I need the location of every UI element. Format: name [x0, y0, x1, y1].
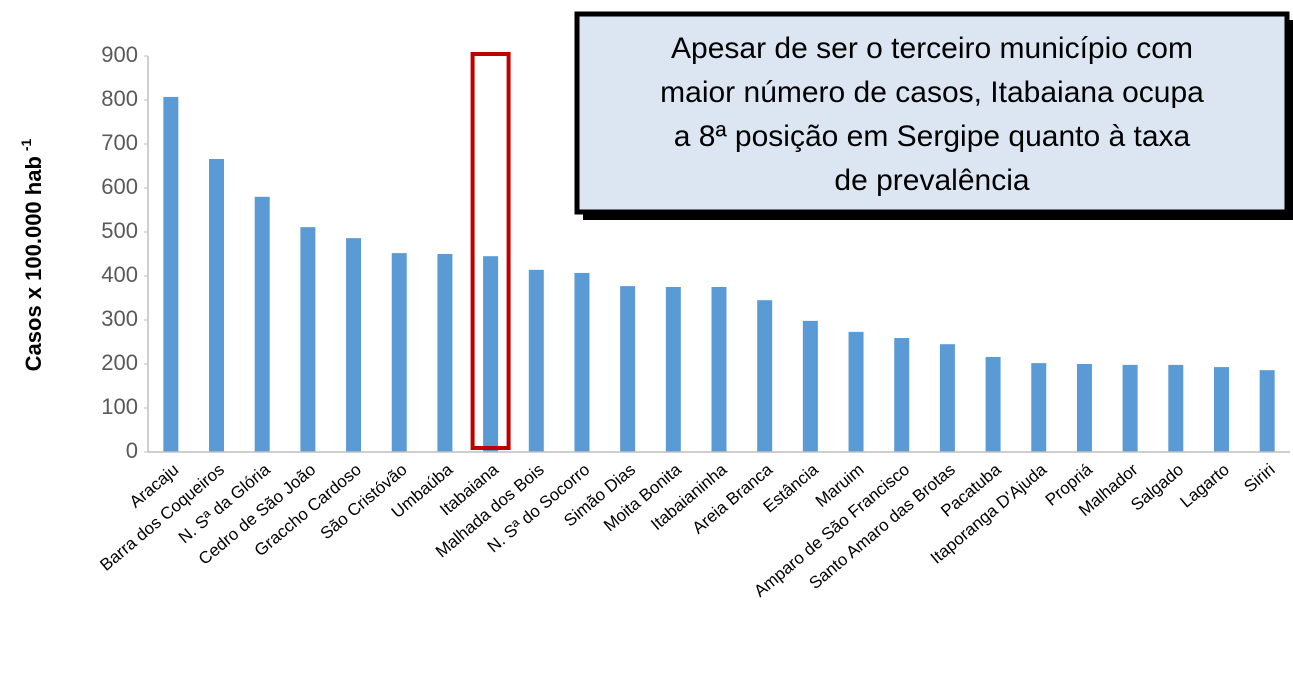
bar	[802, 320, 818, 452]
bar	[391, 253, 407, 452]
x-tick-label: Siriri	[1240, 460, 1278, 496]
y-axis-label-text: Casos x 100.000 hab	[21, 156, 46, 371]
bar	[757, 300, 773, 452]
annotation-box	[574, 11, 1290, 215]
bar	[1168, 364, 1184, 452]
bar	[665, 287, 681, 452]
y-tick-label: 0	[126, 438, 138, 463]
x-tick-label: Salgado	[1127, 460, 1187, 515]
bar	[483, 256, 499, 452]
bar	[1213, 367, 1229, 452]
bar	[894, 338, 910, 452]
bar	[528, 269, 544, 452]
bar	[985, 356, 1001, 452]
bar	[848, 331, 864, 452]
bar	[1076, 364, 1092, 452]
y-axis-label: Casos x 100.000 hab -1	[18, 138, 46, 371]
bar	[939, 344, 955, 452]
annotation-text: maior número de casos, Itabaiana ocupa	[660, 76, 1204, 109]
bar	[254, 196, 270, 452]
bar	[620, 286, 636, 452]
y-tick-label: 400	[101, 262, 138, 287]
y-tick-label: 900	[101, 42, 138, 67]
bar	[1031, 363, 1047, 452]
bar	[300, 227, 316, 452]
bar	[209, 158, 225, 452]
bar	[1122, 364, 1138, 452]
bar	[346, 238, 362, 452]
bar	[437, 254, 453, 452]
y-tick-label: 300	[101, 306, 138, 331]
y-axis-label-superscript: -1	[18, 138, 34, 151]
annotation-text: a 8ª posição em Sergipe quanto à taxa	[674, 120, 1191, 153]
highlight-box	[470, 52, 511, 450]
y-tick-label: 500	[101, 218, 138, 243]
bar	[1259, 370, 1275, 452]
y-tick-label: 100	[101, 394, 138, 419]
y-tick-label: 700	[101, 130, 138, 155]
x-tick-label: Lagarto	[1177, 460, 1233, 512]
y-tick-label: 200	[101, 350, 138, 375]
y-tick-label: 600	[101, 174, 138, 199]
bar	[574, 272, 590, 452]
bar	[711, 287, 727, 452]
annotation-text: Apesar de ser o terceiro município com	[671, 32, 1193, 65]
y-tick-label: 800	[101, 86, 138, 111]
annotation-text: de prevalência	[834, 164, 1029, 197]
bar	[163, 96, 179, 453]
